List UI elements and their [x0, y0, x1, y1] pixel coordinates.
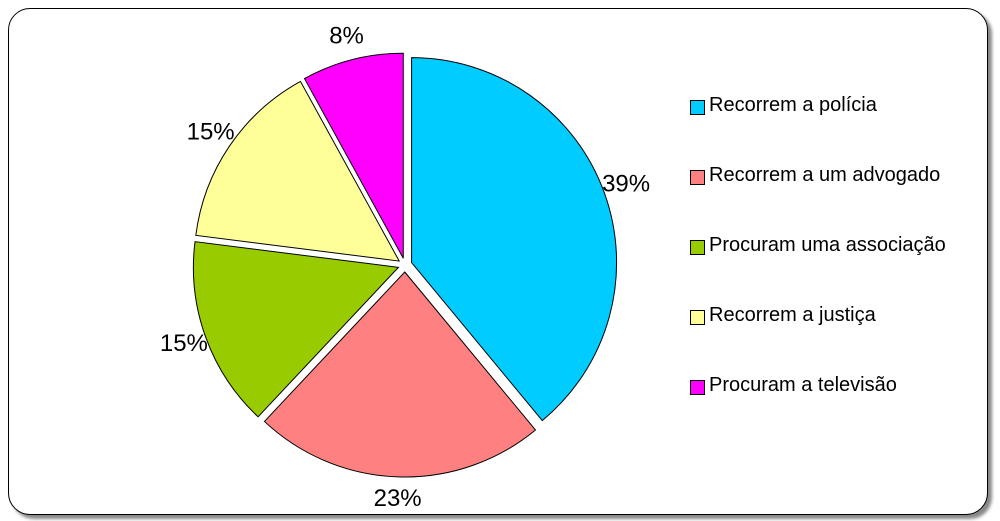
- legend-label: Recorrem a um advogado: [709, 164, 941, 186]
- data-label: 15%: [187, 118, 235, 145]
- legend-swatch: [690, 170, 705, 185]
- legend-entry: Procuram a televisão: [690, 374, 971, 400]
- legend-label: Recorrem a polícia: [709, 94, 877, 116]
- legend-swatch: [690, 310, 705, 325]
- legend-label: Recorrem a justiça: [709, 304, 876, 326]
- legend-entry: Recorrem a justiça: [690, 304, 971, 330]
- pie-slice: [195, 80, 401, 262]
- data-label: 39%: [602, 171, 650, 198]
- legend-swatch: [690, 100, 705, 115]
- legend-entry: Procuram uma associação: [690, 234, 971, 260]
- data-label: 15%: [160, 330, 208, 357]
- legend-entry: Recorrem a polícia: [690, 94, 971, 120]
- legend-swatch: [690, 240, 705, 255]
- pie-slice: [263, 271, 537, 478]
- legend-label: Procuram a televisão: [709, 374, 897, 396]
- pie-slice: [303, 52, 404, 259]
- legend-entry: Recorrem a um advogado: [690, 164, 971, 190]
- legend-label: Procuram uma associação: [709, 234, 946, 256]
- legend-swatch: [690, 380, 705, 395]
- pie-slice: [192, 241, 400, 418]
- data-label: 8%: [329, 23, 364, 50]
- pie-slice: [411, 57, 618, 422]
- data-label: 23%: [374, 485, 422, 512]
